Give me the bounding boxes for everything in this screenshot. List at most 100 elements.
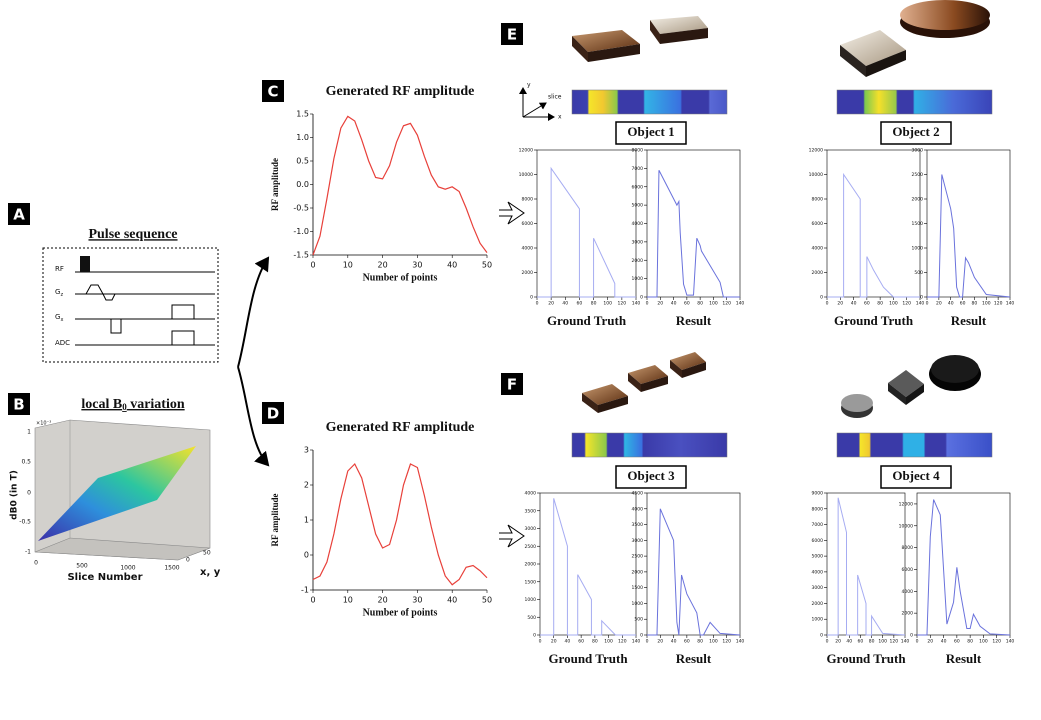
y-tick-label: 2000 (912, 197, 924, 203)
gx-pulse (110, 318, 122, 334)
y-tick-label: 2 (304, 481, 309, 490)
y-tick-label: 1500 (912, 221, 924, 227)
y-tick-label: 0 (920, 295, 923, 301)
disc (841, 394, 873, 412)
data-line (312, 462, 488, 586)
slab (840, 30, 906, 66)
y-tick-label: 5000 (632, 203, 644, 209)
row-label-base: G (55, 288, 60, 296)
x-tick-label: 0 (646, 301, 649, 307)
axes-gizmo (519, 87, 555, 121)
title-part: local B (81, 397, 122, 412)
x-tick-label: 20 (936, 301, 942, 307)
x-tick-label: 60 (864, 301, 870, 307)
chart-title: Generated RF amplitude (326, 84, 475, 99)
x-tick-label: 140 (632, 639, 641, 645)
x-tick-label: 100 (709, 301, 718, 307)
y-tick-label: 0 (530, 295, 533, 301)
x-tick-label: 80 (697, 301, 703, 307)
slab-side (866, 50, 906, 77)
axis-name: y (527, 82, 531, 89)
axis-arrow (522, 102, 547, 118)
gz-pulse (85, 284, 116, 301)
y-tick-label: 0 (820, 633, 823, 639)
y-tick-label: 1000 (812, 617, 824, 623)
y-tick-label: 4000 (902, 589, 914, 595)
x-tick-label: 40 (671, 301, 677, 307)
y-tick-label: -0.5 (293, 204, 309, 213)
x-tick-label: 20 (657, 301, 663, 307)
panel-title: local B0 variation (81, 397, 184, 412)
slice-bar (836, 432, 993, 458)
slab (572, 30, 640, 52)
row-label: Gz (55, 288, 63, 298)
x-tick-label: 80 (877, 301, 883, 307)
x-tick-label: 20 (835, 639, 841, 645)
y-tick-label: 2500 (525, 544, 537, 550)
x-tick-label: 0 (916, 639, 919, 645)
x-tick-label: 100 (603, 301, 612, 307)
y-tick-label: 1000 (912, 246, 924, 252)
y-tick-label: 0.0 (296, 180, 309, 189)
x-tick-label: 40 (562, 301, 568, 307)
chart-title: Generated RF amplitude (326, 420, 475, 435)
y-tick-label: 3000 (525, 526, 537, 532)
y-tick-label: 10000 (899, 523, 913, 529)
b0-plot: local B0 variation ×10⁻³ 1 0.5 0 -0.5 -1… (10, 397, 221, 583)
data-line (647, 508, 741, 636)
y-tick-label: 2500 (912, 172, 924, 178)
caption: Result (951, 313, 987, 328)
x-tick-label: 50 (482, 596, 492, 605)
y-tick-label: 1000 (632, 601, 644, 607)
caption: Ground Truth (834, 313, 914, 328)
slab-side (888, 383, 906, 405)
caption: Ground Truth (826, 651, 906, 666)
scale: ×10⁻³ (36, 421, 51, 427)
y-tick-label: -1 (301, 586, 309, 595)
y-tick-label: 0.5 (296, 157, 309, 166)
x-tick-label: 80 (592, 639, 598, 645)
z-tick-label: 1 (27, 429, 31, 436)
x-tick-label: 80 (972, 301, 978, 307)
x-tick-label: 0 (536, 301, 539, 307)
y-tick-label: 7000 (632, 166, 644, 172)
slab (628, 365, 668, 384)
x-tick-label: 40 (671, 639, 677, 645)
y-label: x, y (200, 567, 221, 578)
y-tick-label: 8000 (812, 197, 824, 203)
x-tick-label: 140 (916, 301, 925, 307)
x-tick-label: 100 (979, 639, 988, 645)
x-tick-label: 60 (960, 301, 966, 307)
y-tick-label: 1000 (632, 276, 644, 282)
x-tick-label: 0 (310, 261, 315, 270)
x-tick-label: 100 (709, 639, 718, 645)
caption: Result (676, 313, 712, 328)
label-frame (880, 121, 952, 145)
x-tick-label: 0 (646, 639, 649, 645)
floor (34, 537, 211, 561)
label-frame (615, 465, 687, 489)
y-tick-label: 1500 (632, 585, 644, 591)
arrow (237, 366, 270, 467)
z-tick-label: -1 (25, 549, 31, 556)
x-tick-label: 0 (826, 639, 829, 645)
y-tick-label: 0 (910, 633, 913, 639)
x-tick-label: 0 (34, 560, 38, 567)
x-tick-label: 20 (551, 639, 557, 645)
x-tick-label: 60 (684, 639, 690, 645)
slice-bar (571, 432, 728, 458)
y-tick-label: 1000 (525, 597, 537, 603)
y-tick-label: 3500 (632, 522, 644, 528)
y-tick-label: 8000 (632, 148, 644, 154)
x-tick-label: 20 (927, 639, 933, 645)
x-tick-label: 20 (378, 261, 388, 270)
slab-side (588, 44, 640, 62)
caption: Ground Truth (548, 651, 628, 666)
object-label: Object 3 (627, 468, 675, 483)
x-tick-label: 0 (539, 639, 542, 645)
slice-bar (571, 89, 728, 115)
slab-side (572, 36, 588, 62)
y-tick-label: 12000 (809, 148, 823, 154)
y-tick-label: 12000 (899, 501, 913, 507)
x-tick-label: 140 (1006, 639, 1015, 645)
